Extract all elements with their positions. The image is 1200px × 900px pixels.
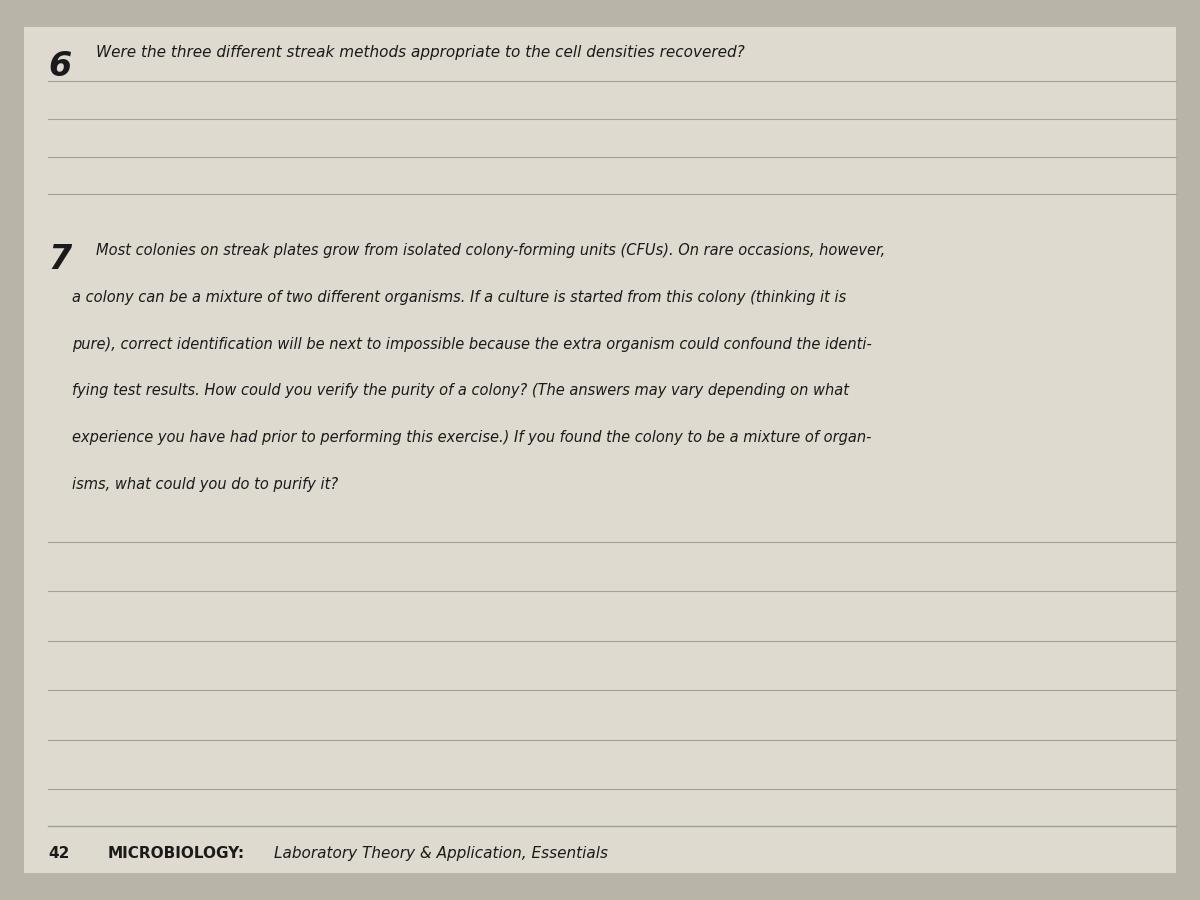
Text: isms, what could you do to purify it?: isms, what could you do to purify it? xyxy=(72,477,338,492)
Text: fying test results. How could you verify the purity of a colony? (The answers ma: fying test results. How could you verify… xyxy=(72,383,850,399)
FancyBboxPatch shape xyxy=(24,27,1176,873)
Text: 6: 6 xyxy=(48,50,71,83)
Text: pure), correct identification will be next to impossible because the extra organ: pure), correct identification will be ne… xyxy=(72,337,871,352)
Text: 42: 42 xyxy=(48,846,70,860)
Text: experience you have had prior to performing this exercise.) If you found the col: experience you have had prior to perform… xyxy=(72,430,871,446)
Text: 7: 7 xyxy=(48,243,71,276)
Text: MICROBIOLOGY:: MICROBIOLOGY: xyxy=(108,846,245,860)
Text: Most colonies on streak plates grow from isolated colony-forming units (CFUs). O: Most colonies on streak plates grow from… xyxy=(96,243,886,258)
Text: Laboratory Theory & Application, Essentials: Laboratory Theory & Application, Essenti… xyxy=(274,846,607,860)
Text: Were the three different streak methods appropriate to the cell densities recove: Were the three different streak methods … xyxy=(96,45,745,60)
Text: a colony can be a mixture of two different organisms. If a culture is started fr: a colony can be a mixture of two differe… xyxy=(72,290,846,305)
